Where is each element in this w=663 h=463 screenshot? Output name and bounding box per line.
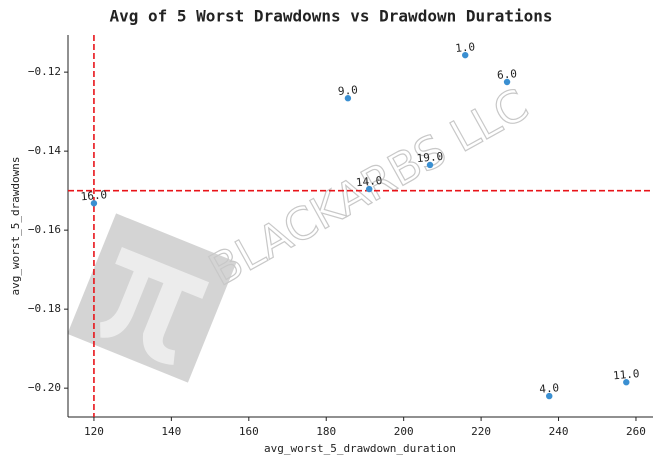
y-tick-label: −0.16 <box>28 223 61 236</box>
point-label: 4.0 <box>539 381 560 396</box>
chart-title: Avg of 5 Worst Drawdowns vs Drawdown Dur… <box>109 7 552 26</box>
x-tick-label: 240 <box>549 425 569 438</box>
y-axis-label: avg_worst_5_drawdowns <box>9 156 22 295</box>
point <box>462 51 469 59</box>
x-tick-label: 140 <box>161 425 181 438</box>
x-tick-label: 260 <box>626 425 646 438</box>
point <box>623 379 630 386</box>
point-label: 9.0 <box>337 83 358 98</box>
y-tick-label: −0.14 <box>28 144 61 157</box>
watermark-logo <box>67 213 237 383</box>
point-label: 14.0 <box>355 174 383 189</box>
point <box>90 200 98 207</box>
point-label: 16.0 <box>80 188 108 203</box>
point-label: 19.0 <box>416 150 444 165</box>
x-axis-label: avg_worst_5_drawdown_duration <box>264 442 456 455</box>
point <box>546 392 553 400</box>
x-tick-label: 160 <box>239 425 259 438</box>
point-label: 6.0 <box>497 67 518 82</box>
point-label: 11.0 <box>612 367 640 382</box>
point <box>344 95 352 102</box>
y-tick-label: −0.20 <box>28 381 61 394</box>
logo-box <box>67 213 237 383</box>
x-tick-label: 220 <box>471 425 491 438</box>
y-tick-label: −0.12 <box>28 65 61 78</box>
point <box>426 161 434 169</box>
point <box>503 78 511 86</box>
x-tick-label: 180 <box>316 425 336 438</box>
x-tick-label: 200 <box>394 425 414 438</box>
point <box>366 185 373 193</box>
logo-glyph <box>100 247 210 365</box>
y-tick-label: −0.18 <box>28 302 61 315</box>
x-tick-label: 120 <box>84 425 104 438</box>
point-label: 1.0 <box>455 40 476 55</box>
